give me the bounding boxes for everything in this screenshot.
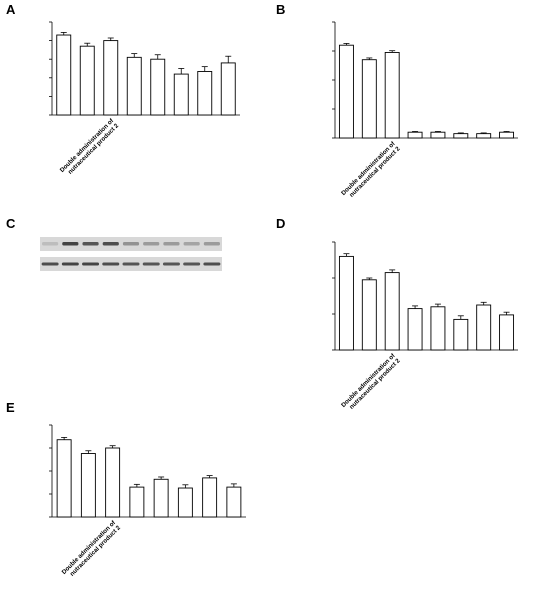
chart-panel-b: Double administration ofnutraceutical pr…	[332, 21, 518, 202]
blot-band-actin	[183, 262, 201, 266]
bar	[476, 133, 492, 139]
panel-letter-a: A	[6, 2, 16, 17]
bar	[361, 279, 377, 351]
category-label-line: nutraceutical product 2	[67, 122, 121, 176]
panel-letter-c: C	[6, 216, 16, 231]
bar	[105, 447, 121, 518]
blot-band-actin	[203, 262, 221, 266]
category-label-line: Double administration of	[59, 117, 116, 174]
bar	[361, 59, 377, 139]
bar	[338, 255, 354, 351]
blot-band-hcp1	[143, 242, 160, 246]
blot-band-hcp1	[42, 242, 59, 246]
bar	[499, 131, 515, 139]
bar	[177, 487, 193, 518]
bar	[56, 439, 72, 518]
bar	[430, 306, 446, 351]
bar	[384, 272, 400, 351]
panel-letter-d: D	[276, 216, 285, 231]
category-label: Double administration ofnutraceutical pr…	[59, 117, 121, 179]
bar	[476, 304, 492, 351]
chart-panel-a: Double administration ofnutraceutical pr…	[49, 21, 240, 179]
chart-panel-e: Double administration ofnutraceutical pr…	[49, 424, 246, 581]
blot-band-actin	[122, 262, 140, 266]
category-label-line: nutraceutical product 2	[69, 524, 123, 578]
bar	[430, 131, 446, 139]
blot-band-hcp1	[203, 242, 220, 246]
category-label-line: Double administration of	[61, 519, 118, 576]
blot-band-actin	[41, 262, 59, 266]
blot-band-hcp1	[183, 242, 200, 246]
panel-letter-b: B	[276, 2, 285, 17]
panel-letter-e: E	[6, 400, 15, 415]
blot-band-hcp1	[163, 242, 180, 246]
bar	[453, 133, 469, 139]
category-label: Double administration ofnutraceutical pr…	[340, 140, 402, 202]
bar	[202, 477, 218, 518]
western-blot-panel-c	[40, 237, 222, 271]
category-label-line: nutraceutical product 2	[348, 357, 402, 411]
bar	[197, 71, 213, 116]
bar	[153, 478, 169, 518]
bar	[103, 40, 119, 116]
bar	[407, 131, 423, 139]
bar	[338, 44, 354, 139]
bar	[226, 486, 242, 518]
bar	[80, 453, 96, 518]
bar	[150, 58, 166, 116]
blot-band-actin	[162, 262, 180, 266]
bar	[220, 62, 236, 116]
blot-band-hcp1	[82, 242, 99, 246]
chart-panel-d: Double administration ofnutraceutical pr…	[332, 241, 518, 414]
bar	[407, 308, 423, 351]
blot-band-actin	[82, 262, 100, 266]
blot-band-hcp1	[102, 242, 119, 246]
bar	[126, 56, 142, 116]
blot-band-actin	[142, 262, 160, 266]
category-label: Double administration ofnutraceutical pr…	[61, 519, 123, 581]
category-label-line: Double administration of	[340, 140, 397, 197]
blot-band-actin	[61, 262, 79, 266]
bar	[79, 45, 95, 116]
bar	[499, 314, 515, 351]
bar	[384, 52, 400, 139]
bar	[56, 34, 72, 116]
bar	[453, 318, 469, 351]
category-label-line: nutraceutical product 2	[348, 145, 402, 199]
bar	[173, 73, 189, 116]
category-label: Double administration ofnutraceutical pr…	[340, 352, 402, 414]
category-label-line: Double administration of	[340, 352, 397, 409]
bar	[129, 486, 145, 518]
blot-band-actin	[102, 262, 120, 266]
blot-strip-hcp1	[40, 237, 222, 251]
blot-band-hcp1	[62, 242, 79, 246]
blot-band-hcp1	[122, 242, 140, 246]
